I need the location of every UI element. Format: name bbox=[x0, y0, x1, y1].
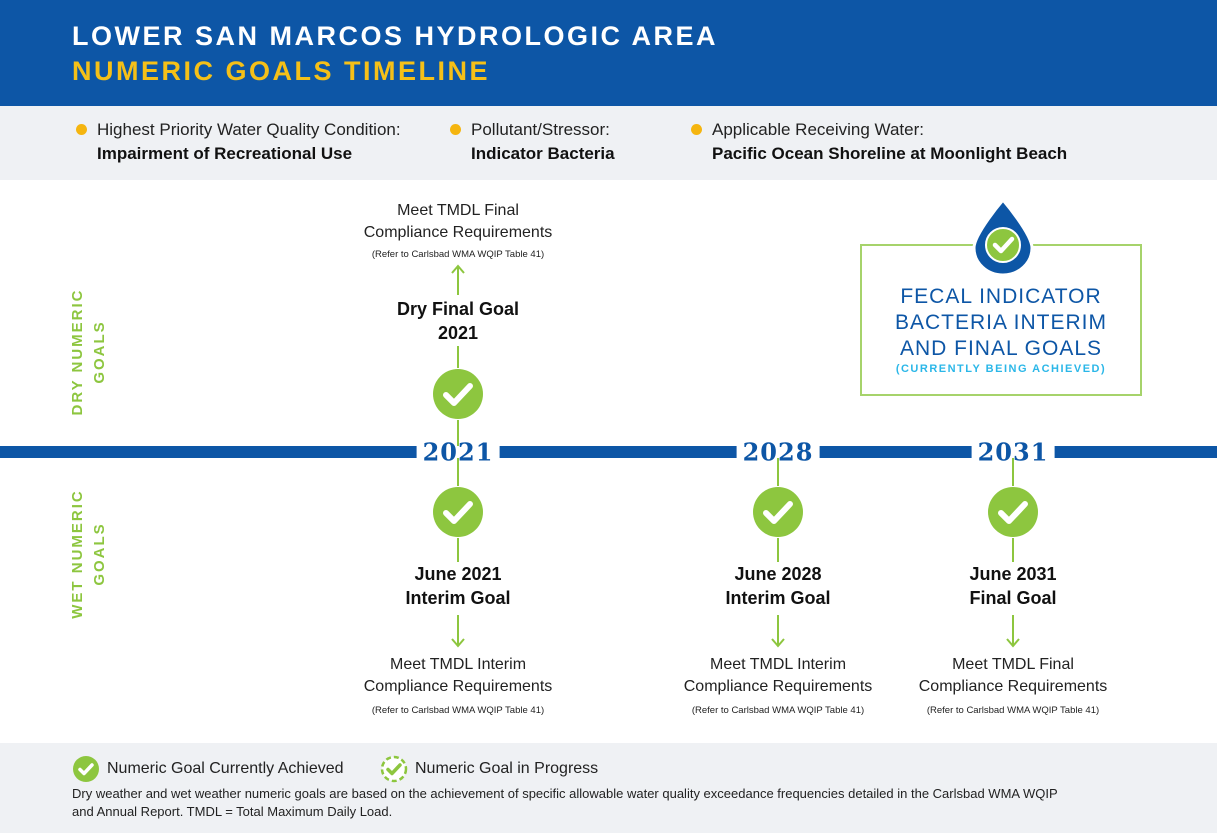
condition-value: Pacific Ocean Shoreline at Moonlight Bea… bbox=[712, 144, 1068, 163]
wet-reference-2031: (Refer to Carlsbad WMA WQIP Table 41) bbox=[926, 705, 1100, 716]
arrow-down-icon bbox=[451, 615, 465, 648]
wet-goal-2021: June 2021 Interim Goal bbox=[405, 564, 511, 608]
condition-label: Pollutant/Stressor: bbox=[471, 120, 610, 139]
connector-line bbox=[457, 420, 459, 446]
condition-label: Applicable Receiving Water: bbox=[712, 120, 924, 139]
dry-final-goal: Dry Final Goal 2021 bbox=[396, 299, 520, 343]
in-progress-check-icon bbox=[380, 755, 408, 783]
check-circle-icon bbox=[433, 369, 483, 419]
check-circle-icon bbox=[988, 487, 1038, 537]
water-drop-check-icon bbox=[972, 198, 1034, 276]
condition-receiving-water: Applicable Receiving Water: Pacific Ocea… bbox=[691, 118, 1068, 166]
dry-numeric-goals-label: DRY NUMERIC GOALS bbox=[69, 288, 108, 416]
wet-requirement-2031: Meet TMDL Final Compliance Requirements bbox=[918, 656, 1108, 695]
connector-line bbox=[777, 538, 779, 562]
check-circle-icon bbox=[433, 487, 483, 537]
condition-value: Impairment of Recreational Use bbox=[97, 144, 353, 163]
check-circle-icon bbox=[753, 487, 803, 537]
wet-requirement-2028: Meet TMDL Interim Compliance Requirement… bbox=[683, 656, 873, 695]
bullet-icon bbox=[76, 124, 87, 135]
condition-pollutant: Pollutant/Stressor: Indicator Bacteria bbox=[450, 118, 615, 166]
connector-line bbox=[457, 538, 459, 562]
page-subtitle: NUMERIC GOALS TIMELINE bbox=[72, 56, 490, 86]
connector-line bbox=[1012, 458, 1014, 486]
bullet-icon bbox=[450, 124, 461, 135]
condition-label: Highest Priority Water Quality Condition… bbox=[97, 120, 401, 139]
connector-line bbox=[457, 346, 459, 368]
connector-line bbox=[777, 458, 779, 486]
connector-line bbox=[1012, 538, 1014, 562]
wet-reference-2028: (Refer to Carlsbad WMA WQIP Table 41) bbox=[691, 705, 865, 716]
condition-priority: Highest Priority Water Quality Condition… bbox=[76, 118, 401, 166]
wet-requirement-2021: Meet TMDL Interim Compliance Requirement… bbox=[363, 656, 553, 695]
dry-requirement: Meet TMDL Final Compliance Requirements bbox=[363, 202, 553, 241]
legend-bar bbox=[0, 743, 1217, 833]
legend-in-progress-label: Numeric Goal in Progress bbox=[415, 760, 599, 777]
dry-reference: (Refer to Carlsbad WMA WQIP Table 41) bbox=[371, 249, 545, 260]
wet-reference-2021: (Refer to Carlsbad WMA WQIP Table 41) bbox=[371, 705, 545, 716]
footnote: Dry weather and wet weather numeric goal… bbox=[72, 786, 1058, 819]
conditions-bar bbox=[0, 106, 1217, 180]
callout-title: FECAL INDICATOR BACTERIA INTERIM AND FIN… bbox=[894, 285, 1108, 360]
timeline-axis bbox=[0, 446, 1217, 458]
arrow-down-icon bbox=[771, 615, 785, 648]
arrow-up-icon bbox=[451, 264, 465, 295]
connector-line bbox=[457, 458, 459, 486]
callout-box bbox=[860, 244, 1142, 396]
wet-numeric-goals-label: WET NUMERIC GOALS bbox=[69, 489, 108, 619]
header-banner bbox=[0, 0, 1217, 106]
legend-achieved-label: Numeric Goal Currently Achieved bbox=[107, 760, 344, 777]
bullet-icon bbox=[691, 124, 702, 135]
arrow-down-icon bbox=[1006, 615, 1020, 648]
condition-value: Indicator Bacteria bbox=[471, 144, 615, 163]
wet-goal-2028: June 2028 Interim Goal bbox=[725, 564, 831, 608]
achieved-check-icon bbox=[73, 756, 99, 782]
page-title: LOWER SAN MARCOS HYDROLOGIC AREA bbox=[72, 21, 718, 51]
wet-goal-2031: June 2031 Final Goal bbox=[969, 564, 1057, 608]
callout-status: (CURRENTLY BEING ACHIEVED) bbox=[895, 363, 1107, 375]
